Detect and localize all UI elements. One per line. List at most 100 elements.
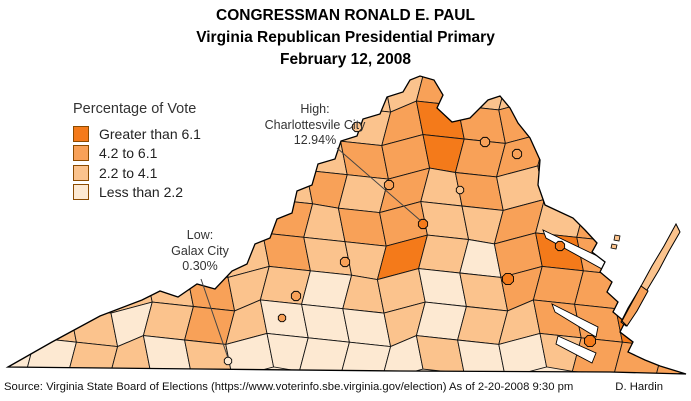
county-cell <box>574 76 623 109</box>
legend-item: Less than 2.2 <box>73 183 201 203</box>
county-cell <box>142 335 192 374</box>
county-cell <box>571 337 623 374</box>
river-channel <box>551 303 599 338</box>
county-cell <box>615 76 665 113</box>
source-row: Source: Virginia State Board of Election… <box>4 381 687 393</box>
legend-item-label: Greater than 6.1 <box>99 125 201 142</box>
county-cell <box>337 207 387 247</box>
county-cell <box>64 207 114 247</box>
county-cell <box>457 104 506 144</box>
county-cell <box>25 136 75 176</box>
county-cell <box>301 303 350 343</box>
city-dot <box>223 356 233 366</box>
county-cell <box>654 134 686 180</box>
legend-item: 4.2 to 6.1 <box>73 144 201 164</box>
county-cell <box>30 203 73 243</box>
county-cell <box>71 241 114 281</box>
low-name: Galax City <box>171 243 229 258</box>
county-cell <box>259 76 309 104</box>
city-dot <box>479 136 491 148</box>
county-cell <box>459 272 509 312</box>
map-title: CONGRESSMAN RONALD E. PAUL Virginia Repu… <box>0 5 691 71</box>
high-value: 12.94% <box>293 133 337 147</box>
legend-item-label: 2.2 to 4.1 <box>99 164 158 181</box>
island <box>610 243 618 250</box>
county-cell <box>69 308 119 348</box>
county-cell <box>654 100 686 147</box>
legend-item-label: Less than 2.2 <box>99 184 184 201</box>
low-value: 0.30% <box>182 259 218 273</box>
river-channel <box>555 335 597 364</box>
author-credit: D. Hardin <box>615 381 663 393</box>
city-dot <box>339 256 351 268</box>
county-cell <box>415 335 465 374</box>
county-cell <box>656 301 686 348</box>
county-cell <box>578 169 621 209</box>
map-legend: Percentage of Vote Greater than 6.1 4.2 t… <box>73 101 201 202</box>
county-cell <box>651 167 686 214</box>
county-cell <box>69 274 112 314</box>
county-cell <box>8 232 38 272</box>
legend-item: Greater than 6.1 <box>73 124 201 144</box>
county-cell <box>537 165 587 205</box>
county-cell <box>649 268 686 314</box>
county-cell <box>457 339 506 374</box>
independent-cities <box>223 121 596 366</box>
legend-swatch <box>73 164 89 181</box>
city-dot <box>383 179 395 191</box>
city-dot <box>584 335 596 347</box>
county-cell <box>615 308 665 348</box>
county-cell <box>67 341 119 374</box>
high-label: High: <box>300 102 330 116</box>
eastern-shore-county <box>621 285 649 327</box>
legend-item-label: 4.2 to 6.1 <box>99 145 158 162</box>
county-cell <box>498 76 541 111</box>
county-cell <box>32 169 75 209</box>
county-cell <box>571 136 621 176</box>
title-line-1: CONGRESSMAN RONALD E. PAUL <box>216 7 475 24</box>
annotation-leader-lines <box>200 147 422 359</box>
city-dot <box>502 273 514 285</box>
source-text: Source: Virginia State Board of Election… <box>4 381 574 393</box>
legend-swatch <box>73 125 89 142</box>
county-cell <box>298 337 350 374</box>
county-cell <box>613 341 665 374</box>
county-cell <box>303 236 353 276</box>
legend-item: 2.2 to 4.1 <box>73 163 201 183</box>
high-annotation: High: Charlottesvile City 12.94% <box>235 102 395 149</box>
county-cell <box>656 76 686 113</box>
city-dot <box>277 313 287 323</box>
county-cell <box>8 76 36 104</box>
city-dot <box>351 121 363 133</box>
county-cell <box>610 174 662 214</box>
leader-line <box>336 147 422 222</box>
county-cell <box>8 265 38 305</box>
county-cell <box>264 165 314 205</box>
high-name: Charlottesvile City <box>264 117 366 132</box>
county-cell <box>340 341 392 374</box>
county-cell <box>613 107 665 147</box>
county-cell <box>28 76 77 109</box>
county-cell <box>576 203 619 243</box>
county-cell <box>30 236 80 276</box>
city-dot <box>455 185 465 195</box>
county-cell <box>186 272 236 312</box>
county-cell <box>571 102 623 142</box>
county-cell <box>539 98 582 138</box>
eastern-shore <box>610 222 681 327</box>
city-dot <box>417 218 429 230</box>
legend-title: Percentage of Vote <box>73 101 197 117</box>
county-cell <box>8 299 36 339</box>
county-cell <box>223 165 272 211</box>
county-cell <box>8 165 41 205</box>
county-cell <box>25 337 77 374</box>
county-cell <box>8 131 34 171</box>
leader-line <box>200 278 229 359</box>
county-cell <box>8 198 41 238</box>
county-cell <box>342 308 392 348</box>
county-cell <box>420 201 470 241</box>
county-cell <box>28 303 77 343</box>
county-cell <box>418 268 467 308</box>
low-annotation: Low: Galax City 0.30% <box>140 228 260 275</box>
